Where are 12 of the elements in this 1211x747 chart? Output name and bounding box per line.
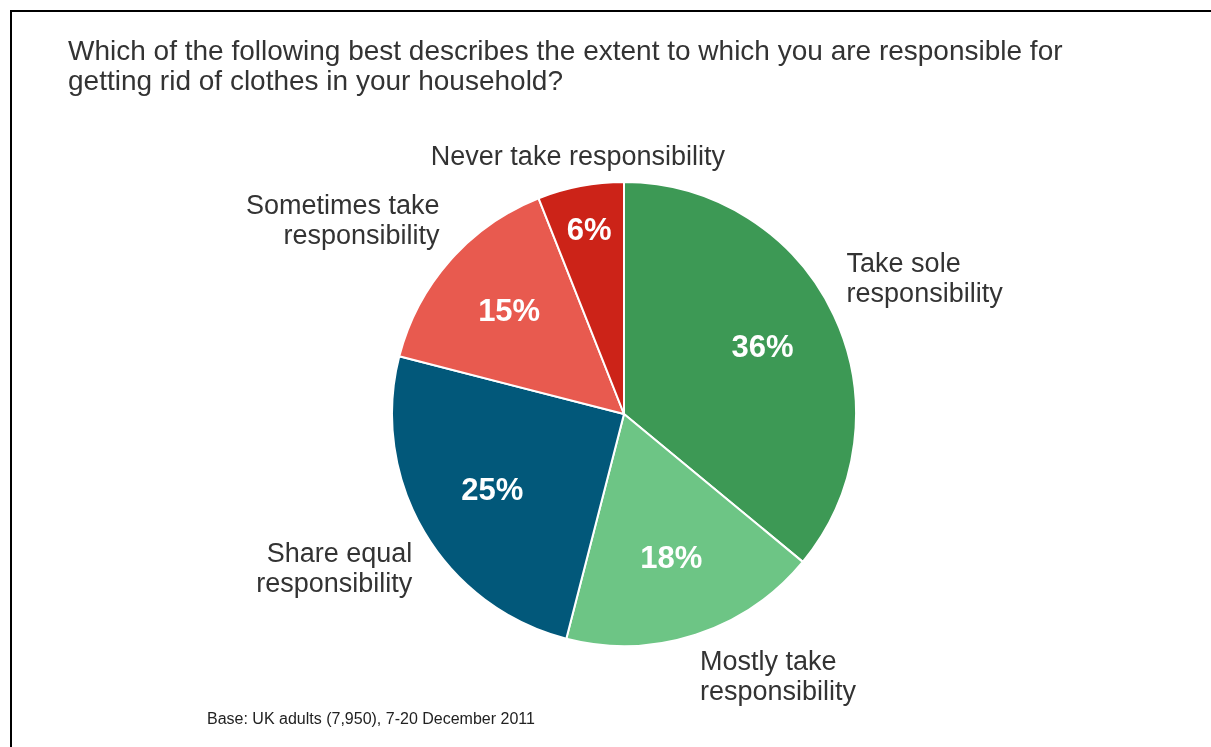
slice-label: Sometimes take responsibility bbox=[245, 189, 440, 250]
slice-label: Mostly take responsibility bbox=[700, 646, 857, 707]
data-label: 6% bbox=[566, 212, 612, 248]
chart-title: Which of the following best describes the extent to which you are responsible for getting rid of clothes in your household? bbox=[68, 35, 1064, 96]
data-label: 25% bbox=[461, 472, 524, 508]
data-label: 18% bbox=[640, 540, 703, 576]
slice-label: Never take responsibility bbox=[430, 140, 726, 171]
data-label: 15% bbox=[478, 293, 541, 329]
text: Base: UK adults (7,950), 7-20 December 2011 bbox=[207, 710, 535, 728]
data-label: 36% bbox=[731, 329, 794, 365]
slice-label: Share equal responsibility bbox=[256, 537, 413, 598]
slice-label: Take sole responsibility bbox=[846, 247, 1004, 308]
